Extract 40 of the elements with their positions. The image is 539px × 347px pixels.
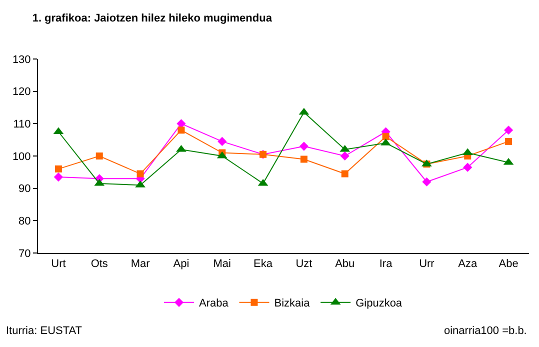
point [505,138,512,145]
y-tick-label: 90 [18,183,31,196]
y-tick-label: 110 [13,118,31,131]
x-tick-label: Urr [419,258,435,270]
point [54,172,64,182]
y-tick-label: 70 [18,248,31,260]
x-tick-label: Abu [335,258,355,270]
point [422,177,432,186]
y-tick-label: 130 [12,54,31,66]
legend-label: Gipuzkoa [356,298,403,310]
legend-label: Araba [199,298,230,310]
x-tick-label: Abe [498,258,518,270]
point [504,126,514,135]
y-tick-label: 120 [12,86,31,98]
chart-title: 1. grafikoa: Jaiotzen hilez hileko mugimendua [32,12,273,25]
x-tick-label: Uzt [296,258,312,270]
point [463,162,472,172]
x-tick-label: Mar [130,258,150,270]
point [96,152,103,160]
x-tick-label: Mai [213,258,231,270]
point [54,165,62,172]
point [341,170,348,178]
point [299,142,309,151]
point [340,151,350,161]
x-tick-label: Ots [90,258,108,270]
point [218,136,227,146]
y-tick-label: 80 [18,216,31,228]
x-tick-label: Aza [458,258,478,270]
legend-label: Bizkaia [274,298,311,310]
y-tick-label: 100 [12,150,31,163]
x-tick-label: Ira [379,258,394,270]
x-tick-label: Api [173,258,190,270]
text: Iturria: EUSTAT [6,325,82,337]
x-tick-label: Urt [51,258,66,270]
point [136,170,144,178]
point [178,126,185,134]
x-tick-label: Eka [254,258,274,270]
text: oinarria100 =b.b. [444,325,527,337]
point [300,156,308,163]
point [382,133,390,140]
